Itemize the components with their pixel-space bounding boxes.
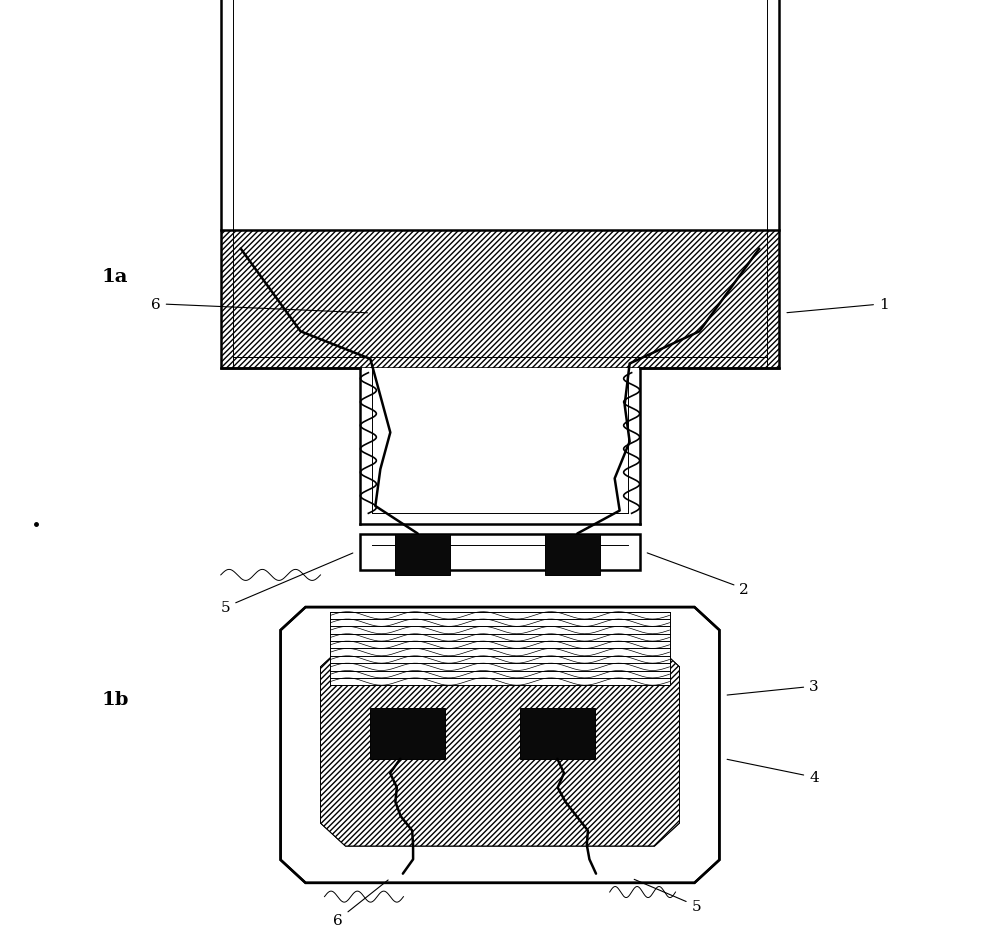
Text: 5: 5: [221, 553, 353, 614]
Text: 3: 3: [727, 679, 819, 695]
Bar: [545, 534, 600, 575]
Bar: [360, 534, 640, 571]
Text: 1: 1: [787, 297, 889, 314]
Text: 5: 5: [634, 880, 701, 913]
Polygon shape: [221, 231, 779, 368]
Bar: [395, 534, 450, 575]
Polygon shape: [320, 644, 679, 846]
Bar: [520, 708, 595, 759]
Bar: [370, 708, 445, 759]
Text: 1a: 1a: [101, 268, 128, 286]
Bar: [330, 612, 670, 686]
Polygon shape: [281, 608, 719, 883]
Text: 1b: 1b: [101, 690, 128, 708]
Text: 2: 2: [647, 553, 749, 596]
Polygon shape: [281, 608, 719, 883]
Polygon shape: [320, 644, 679, 846]
Text: 4: 4: [727, 759, 819, 784]
Text: 6: 6: [333, 880, 388, 927]
Polygon shape: [360, 368, 640, 524]
Text: 6: 6: [151, 297, 368, 314]
